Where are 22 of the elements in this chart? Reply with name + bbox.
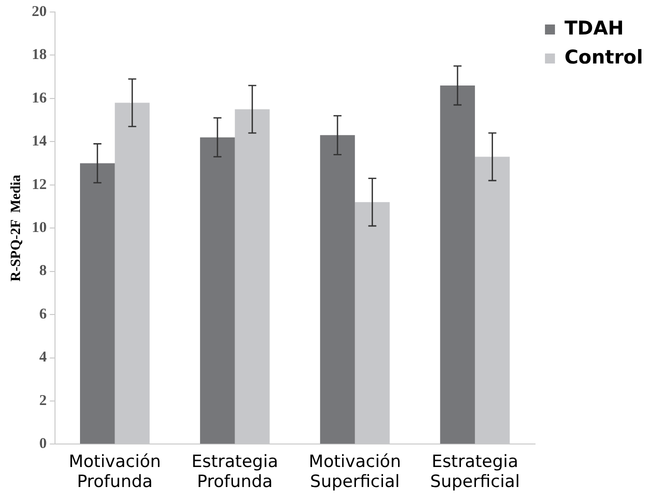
- y-tick-label: 20: [32, 4, 47, 20]
- bar: [440, 85, 475, 444]
- legend-label: TDAH: [564, 17, 624, 40]
- y-tick-label: 2: [39, 392, 47, 409]
- bar: [320, 135, 355, 444]
- y-tick-label: 10: [32, 220, 47, 236]
- y-tick-label: 4: [39, 350, 48, 366]
- y-tick-label: 18: [32, 47, 47, 64]
- y-axis-title: R-SPQ-2F Media: [9, 174, 24, 282]
- bar: [80, 163, 115, 444]
- y-tick-label: 6: [39, 306, 48, 322]
- y-tick-label: 8: [39, 263, 47, 280]
- bar: [200, 137, 235, 444]
- x-tick-label: Estrategia Superficial: [430, 452, 520, 492]
- y-tick-label: 14: [32, 134, 48, 150]
- x-tick-label: Estrategia Profunda: [191, 452, 278, 492]
- legend-label: Control: [564, 46, 644, 68]
- x-tick-label: Motivación Superficial: [308, 452, 401, 492]
- x-tick-label: Motivación Profunda: [68, 452, 161, 492]
- y-tick-label: 16: [32, 90, 48, 106]
- y-tick-label: 0: [39, 436, 47, 452]
- y-tick-label: 12: [32, 176, 47, 193]
